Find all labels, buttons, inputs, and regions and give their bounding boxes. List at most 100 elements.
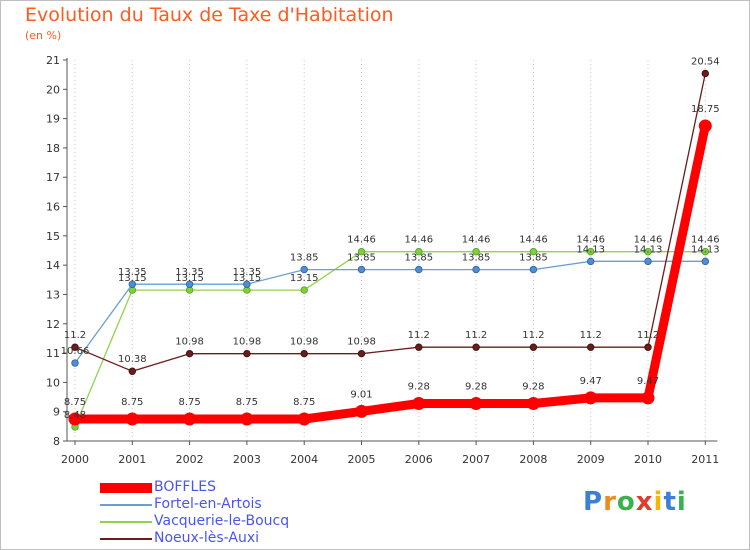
grid-layer bbox=[74, 60, 706, 441]
logo-letter: x bbox=[635, 487, 654, 517]
data-label-fortel: 14.13 bbox=[634, 244, 663, 255]
data-point-noeux bbox=[644, 343, 652, 351]
data-label-fortel: 13.85 bbox=[404, 253, 433, 264]
data-label-noeux: 11.2 bbox=[522, 330, 544, 341]
x-tick-label: 2005 bbox=[348, 453, 376, 466]
y-tick-label: 12 bbox=[46, 318, 60, 331]
data-label-noeux: 11.2 bbox=[64, 330, 86, 341]
legend-swatch-boffles bbox=[100, 483, 152, 493]
data-point-boffles bbox=[698, 119, 712, 133]
y-tick-label: 13 bbox=[46, 288, 60, 301]
series-line-boffles bbox=[70, 121, 710, 424]
data-label-fortel: 14.13 bbox=[691, 244, 720, 255]
data-point-vacquerie bbox=[587, 247, 595, 256]
data-point-noeux bbox=[529, 343, 538, 351]
legend-swatch-noeux bbox=[100, 538, 152, 540]
data-label-fortel: 13.35 bbox=[175, 267, 204, 278]
data-label-vacquerie: 14.46 bbox=[462, 235, 491, 246]
data-point-noeux bbox=[472, 343, 480, 351]
data-point-fortel bbox=[644, 257, 652, 266]
data-point-fortel bbox=[243, 280, 251, 288]
y-tick-label: 18 bbox=[46, 142, 60, 155]
logo-letter: P bbox=[583, 487, 604, 517]
data-label-boffles: 8.75 bbox=[121, 397, 143, 408]
data-label-vacquerie: 14.46 bbox=[634, 235, 663, 246]
data-point-fortel bbox=[71, 359, 79, 367]
data-label-fortel: 13.35 bbox=[118, 267, 147, 278]
data-label-vacquerie: 8.48 bbox=[64, 410, 86, 421]
logo-letter: t bbox=[663, 487, 677, 517]
x-tick-label: 2004 bbox=[290, 453, 318, 466]
data-point-vacquerie bbox=[472, 247, 480, 256]
data-point-boffles bbox=[526, 396, 540, 410]
data-label-boffles: 18.75 bbox=[691, 104, 720, 115]
data-point-boffles bbox=[183, 412, 197, 426]
data-label-boffles: 8.75 bbox=[64, 397, 86, 408]
data-point-fortel bbox=[185, 280, 194, 288]
data-point-boffles bbox=[641, 391, 655, 405]
data-label-noeux: 10.98 bbox=[290, 337, 319, 348]
x-tick-label: 2003 bbox=[233, 453, 261, 466]
data-label-boffles: 9.28 bbox=[522, 381, 544, 392]
data-point-vacquerie bbox=[357, 247, 366, 256]
data-point-fortel bbox=[701, 257, 709, 266]
data-point-noeux bbox=[357, 349, 366, 358]
y-tick-label: 10 bbox=[46, 376, 60, 389]
y-tick-label: 16 bbox=[46, 201, 60, 214]
x-tick-label: 2009 bbox=[577, 453, 605, 466]
data-point-fortel bbox=[128, 280, 136, 288]
data-label-noeux: 11.2 bbox=[580, 330, 602, 341]
data-point-boffles bbox=[297, 412, 311, 426]
data-point-noeux bbox=[243, 349, 251, 358]
data-label-noeux: 11.2 bbox=[637, 330, 659, 341]
logo-letter: i bbox=[676, 487, 687, 517]
series-layer bbox=[68, 69, 712, 431]
y-tick-label: 21 bbox=[46, 54, 60, 67]
y-tick-label: 14 bbox=[46, 259, 60, 272]
data-label-fortel: 13.85 bbox=[347, 253, 376, 264]
data-label-boffles: 9.28 bbox=[465, 381, 487, 392]
data-label-noeux: 10.98 bbox=[175, 337, 204, 348]
data-label-fortel: 13.85 bbox=[290, 253, 319, 264]
y-tick-label: 17 bbox=[46, 171, 60, 184]
series-line-vacquerie bbox=[74, 251, 706, 428]
x-tick-label: 2006 bbox=[405, 453, 433, 466]
data-label-noeux: 10.98 bbox=[233, 337, 262, 348]
data-label-boffles: 9.47 bbox=[637, 376, 659, 387]
data-point-vacquerie bbox=[701, 247, 709, 256]
y-tick-label: 9 bbox=[53, 406, 60, 419]
logo-letter: r bbox=[603, 487, 617, 517]
data-label-noeux: 10.98 bbox=[347, 337, 376, 348]
proxiti-logo: Proxiti bbox=[583, 487, 687, 517]
data-label-noeux: 11.2 bbox=[408, 330, 430, 341]
data-point-fortel bbox=[529, 265, 538, 274]
data-point-fortel bbox=[300, 265, 308, 274]
chart-subtitle: (en %) bbox=[25, 29, 62, 42]
x-tick-label: 2007 bbox=[462, 453, 490, 466]
data-point-boffles bbox=[240, 412, 254, 426]
data-label-fortel: 13.35 bbox=[233, 267, 262, 278]
data-label-vacquerie: 13.15 bbox=[290, 273, 319, 284]
data-label-vacquerie: 13.15 bbox=[175, 273, 204, 284]
data-label-boffles: 8.75 bbox=[236, 397, 258, 408]
series-line-noeux bbox=[74, 72, 706, 372]
data-label-vacquerie: 14.46 bbox=[691, 235, 720, 246]
data-label-noeux: 11.2 bbox=[465, 330, 487, 341]
data-label-boffles: 9.01 bbox=[350, 389, 372, 400]
legend-label-fortel: Fortel-en-Artois bbox=[154, 496, 262, 512]
data-point-boffles bbox=[355, 404, 368, 418]
series-line-fortel bbox=[74, 260, 706, 364]
x-tick-label: 2008 bbox=[519, 453, 547, 466]
y-tick-label: 11 bbox=[46, 347, 60, 360]
data-label-boffles: 9.47 bbox=[580, 376, 602, 387]
data-point-boffles bbox=[125, 412, 139, 426]
data-point-vacquerie bbox=[644, 247, 652, 256]
data-point-boffles bbox=[412, 396, 426, 410]
legend-swatch-vacquerie bbox=[100, 521, 152, 523]
data-point-noeux bbox=[587, 343, 595, 351]
legend-label-vacquerie: Vacquerie-le-Boucq bbox=[154, 513, 290, 529]
data-label-fortel: 14.13 bbox=[576, 244, 605, 255]
data-label-vacquerie: 13.15 bbox=[233, 273, 262, 284]
data-point-fortel bbox=[472, 265, 480, 274]
